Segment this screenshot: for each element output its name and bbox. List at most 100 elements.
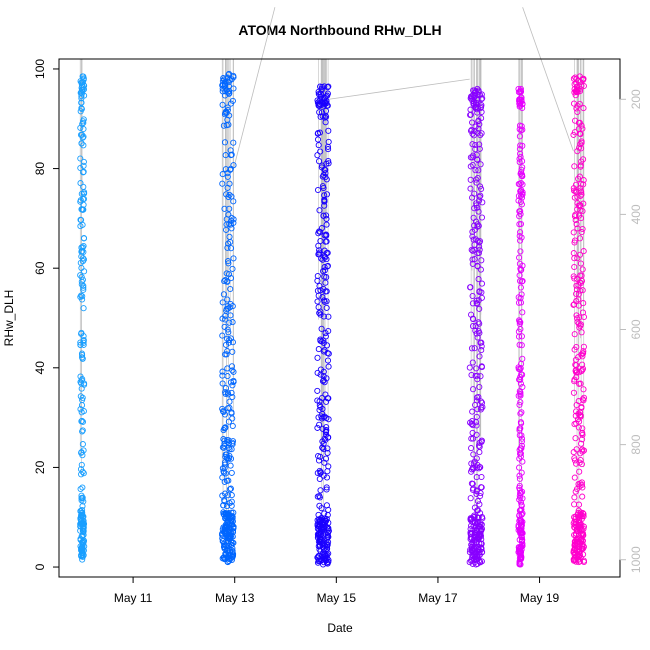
- data-point: [477, 490, 484, 497]
- data-point: [469, 194, 476, 201]
- data-point: [324, 533, 331, 540]
- data-point: [325, 526, 332, 533]
- data-point: [77, 406, 84, 413]
- data-point: [475, 167, 482, 174]
- data-point: [476, 238, 484, 245]
- data-point: [321, 435, 328, 442]
- data-point: [571, 421, 578, 428]
- data-point: [219, 299, 226, 306]
- data-point: [221, 498, 228, 505]
- data-point: [320, 561, 327, 568]
- data-point: [516, 484, 523, 491]
- data-point: [322, 279, 329, 286]
- data-point: [474, 237, 481, 244]
- data-point: [519, 383, 526, 391]
- data-point: [518, 179, 525, 187]
- data-point: [80, 133, 87, 140]
- data-point: [323, 474, 331, 481]
- data-point: [219, 474, 226, 481]
- data-point: [221, 278, 228, 285]
- data-point: [570, 301, 577, 308]
- data-point: [473, 490, 480, 497]
- data-point: [472, 561, 480, 568]
- data-point: [473, 365, 480, 372]
- data-point: [80, 158, 87, 165]
- data-point: [219, 101, 226, 108]
- data-point: [79, 134, 86, 141]
- data-point: [316, 502, 323, 509]
- data-point: [322, 174, 329, 181]
- data-point: [516, 492, 523, 499]
- data-point: [316, 546, 323, 553]
- data-point: [314, 186, 322, 194]
- data-point: [516, 180, 523, 188]
- data-point: [219, 332, 226, 339]
- data-point: [316, 102, 323, 110]
- data-point: [579, 546, 586, 553]
- data-point: [577, 450, 584, 457]
- data-point: [221, 511, 228, 518]
- data-point: [579, 431, 586, 438]
- data-point: [578, 440, 585, 447]
- data-point: [580, 300, 587, 307]
- data-point: [516, 133, 523, 140]
- y-tick-label: 80: [33, 162, 47, 176]
- points-layer: [77, 70, 588, 568]
- data-point: [516, 155, 523, 162]
- data-point: [321, 510, 328, 517]
- data-point: [467, 111, 474, 118]
- data-point: [314, 387, 321, 394]
- data-point: [322, 547, 329, 554]
- data-point: [573, 460, 580, 467]
- data-point: [227, 312, 234, 319]
- data-point: [78, 380, 85, 387]
- data-point: [78, 552, 85, 559]
- data-point: [321, 196, 328, 203]
- data-point: [314, 554, 321, 561]
- data-point: [316, 247, 323, 254]
- data-point: [226, 398, 233, 405]
- data-point: [324, 434, 332, 441]
- data-point: [467, 163, 474, 170]
- data-point: [519, 355, 526, 362]
- data-point: [515, 294, 522, 301]
- data-point: [571, 255, 578, 262]
- data-point: [80, 498, 87, 505]
- data-point: [577, 260, 584, 267]
- data-point: [220, 468, 227, 475]
- data-point: [226, 180, 233, 187]
- data-point: [81, 189, 88, 196]
- data-point: [475, 249, 482, 257]
- data-point: [81, 92, 88, 99]
- data-point: [321, 298, 328, 305]
- data-point: [325, 327, 332, 335]
- data-point: [519, 458, 526, 465]
- data-point: [471, 226, 479, 233]
- data-point: [224, 244, 231, 251]
- data-point: [323, 486, 330, 493]
- data-point: [321, 114, 328, 121]
- data-point: [473, 394, 481, 401]
- data-point: [230, 139, 237, 146]
- data-point: [578, 329, 585, 336]
- data-point: [79, 484, 86, 491]
- data-point: [219, 180, 226, 187]
- data-point: [572, 188, 579, 195]
- data-point: [228, 410, 235, 417]
- y-tick-label: 20: [33, 460, 47, 474]
- right-tick-label: 200: [629, 89, 643, 109]
- data-point: [571, 494, 578, 501]
- data-point: [472, 327, 479, 334]
- data-point: [516, 96, 523, 103]
- data-point: [316, 91, 323, 98]
- data-point: [517, 88, 525, 95]
- data-point: [314, 298, 321, 305]
- data-point: [225, 70, 233, 77]
- data-point: [472, 167, 479, 174]
- data-point: [77, 485, 84, 493]
- data-point: [470, 386, 477, 393]
- data-point: [478, 364, 485, 371]
- data-point: [517, 544, 524, 551]
- data-point: [320, 337, 327, 344]
- data-point: [518, 525, 525, 532]
